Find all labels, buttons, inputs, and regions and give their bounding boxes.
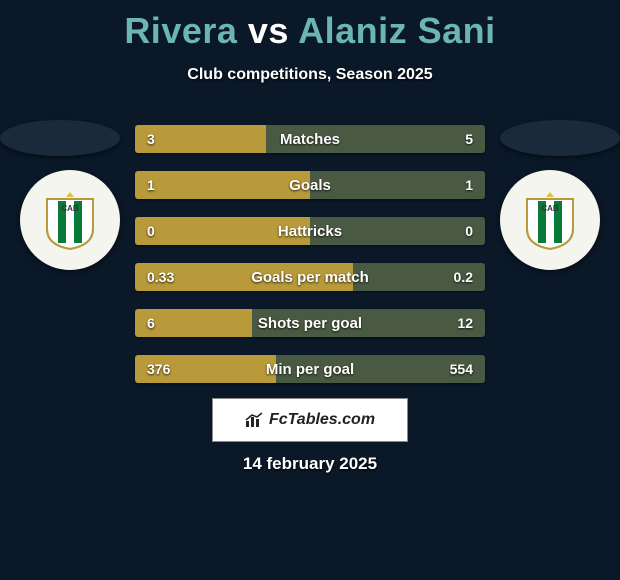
shield-icon: CAB — [43, 189, 97, 251]
stat-label: Matches — [135, 125, 485, 153]
player2-club-badge: CAB — [500, 170, 600, 270]
subtitle: Club competitions, Season 2025 — [0, 66, 620, 84]
stats-bars: 35Matches 11Goals 00Hattricks 0.330.2Goals … — [135, 125, 485, 401]
player1-name: Rivera — [124, 10, 237, 51]
stat-label: Min per goal — [135, 355, 485, 383]
stat-label: Goals — [135, 171, 485, 199]
svg-text:CAB: CAB — [61, 204, 79, 213]
date-text: 14 february 2025 — [0, 454, 620, 474]
player1-club-badge: CAB — [20, 170, 120, 270]
shield-icon: CAB — [523, 189, 577, 251]
stat-row: 376554Min per goal — [135, 355, 485, 383]
stat-row: 35Matches — [135, 125, 485, 153]
watermark-text: FcTables.com — [269, 411, 375, 429]
stat-row: 0.330.2Goals per match — [135, 263, 485, 291]
fctables-watermark: FcTables.com — [212, 398, 408, 442]
badge-circle: CAB — [20, 170, 120, 270]
comparison-title: Rivera vs Alaniz Sani — [0, 0, 620, 52]
player2-name: Alaniz Sani — [298, 10, 496, 51]
stat-row: 11Goals — [135, 171, 485, 199]
badge-circle: CAB — [500, 170, 600, 270]
stat-label: Shots per goal — [135, 309, 485, 337]
chart-icon — [245, 412, 263, 428]
stat-label: Goals per match — [135, 263, 485, 291]
player2-silhouette — [500, 120, 620, 156]
player1-silhouette — [0, 120, 120, 156]
stat-row: 00Hattricks — [135, 217, 485, 245]
stat-label: Hattricks — [135, 217, 485, 245]
svg-text:CAB: CAB — [541, 204, 559, 213]
stat-row: 612Shots per goal — [135, 309, 485, 337]
vs-text: vs — [248, 10, 289, 51]
